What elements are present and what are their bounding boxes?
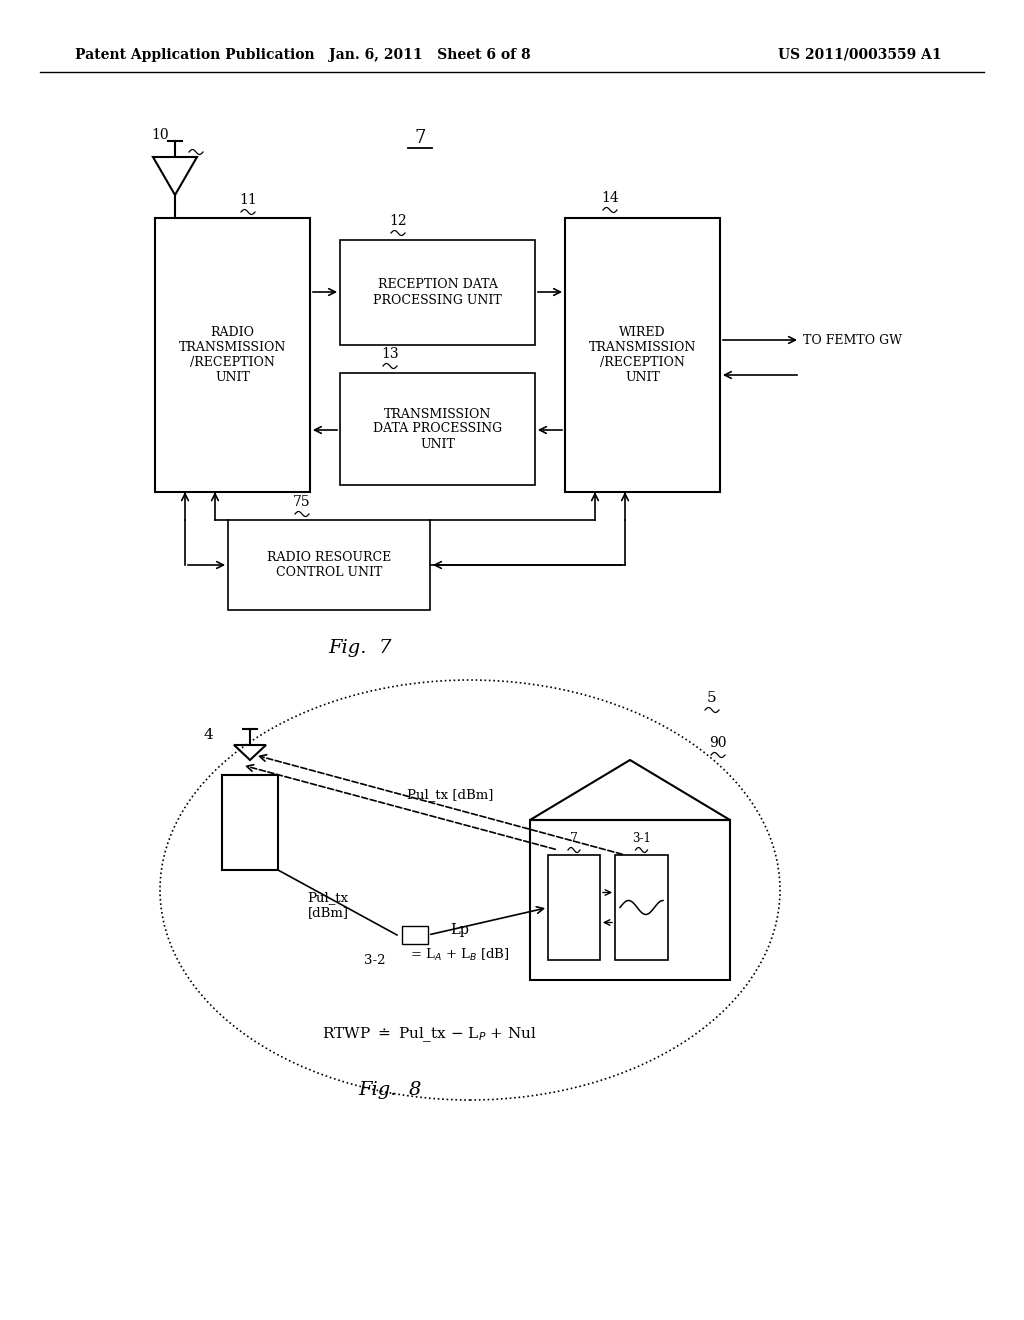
Text: TRANSMISSION
DATA PROCESSING
UNIT: TRANSMISSION DATA PROCESSING UNIT	[373, 408, 502, 450]
Text: 10: 10	[152, 128, 169, 143]
Text: RADIO
TRANSMISSION
/RECEPTION
UNIT: RADIO TRANSMISSION /RECEPTION UNIT	[179, 326, 286, 384]
Text: 5: 5	[708, 690, 717, 705]
Text: RECEPTION DATA
PROCESSING UNIT: RECEPTION DATA PROCESSING UNIT	[373, 279, 502, 306]
Text: 4: 4	[203, 729, 213, 742]
Bar	[228, 520, 430, 610]
Text: 75: 75	[293, 495, 311, 510]
Text: Jan. 6, 2011   Sheet 6 of 8: Jan. 6, 2011 Sheet 6 of 8	[329, 48, 530, 62]
Text: RADIO RESOURCE
CONTROL UNIT: RADIO RESOURCE CONTROL UNIT	[267, 550, 391, 579]
Text: Patent Application Publication: Patent Application Publication	[75, 48, 314, 62]
Text: 12: 12	[389, 214, 407, 228]
Bar	[155, 218, 310, 492]
Text: = L$_A$ + L$_B$ [dB]: = L$_A$ + L$_B$ [dB]	[411, 946, 510, 964]
Bar	[340, 240, 535, 345]
Text: RTWP $\doteq$ Pul_tx $-$ L$_P$ + Nul: RTWP $\doteq$ Pul_tx $-$ L$_P$ + Nul	[323, 1026, 538, 1044]
Text: 7: 7	[415, 129, 426, 147]
Text: 7: 7	[570, 833, 578, 846]
Text: 3-2: 3-2	[365, 953, 386, 966]
Bar	[222, 775, 278, 870]
Text: TO FEMTO GW: TO FEMTO GW	[803, 334, 902, 346]
Text: Pul_tx [dBm]: Pul_tx [dBm]	[407, 788, 494, 801]
Bar	[340, 374, 535, 484]
Text: 14: 14	[601, 191, 618, 205]
Text: US 2011/0003559 A1: US 2011/0003559 A1	[778, 48, 942, 62]
Text: Pul_tx
[dBm]: Pul_tx [dBm]	[307, 891, 348, 919]
Bar	[402, 927, 428, 944]
Bar	[548, 855, 600, 960]
Bar	[530, 820, 730, 979]
Bar	[565, 218, 720, 492]
Text: 90: 90	[710, 737, 727, 750]
Text: Lp: Lp	[451, 923, 469, 937]
Text: Fig.  8: Fig. 8	[358, 1081, 422, 1100]
Text: WIRED
TRANSMISSION
/RECEPTION
UNIT: WIRED TRANSMISSION /RECEPTION UNIT	[589, 326, 696, 384]
Text: 11: 11	[240, 193, 257, 207]
Text: 13: 13	[381, 347, 398, 360]
Text: 3-1: 3-1	[632, 833, 651, 846]
Text: Fig.  7: Fig. 7	[329, 639, 392, 657]
Bar	[615, 855, 668, 960]
